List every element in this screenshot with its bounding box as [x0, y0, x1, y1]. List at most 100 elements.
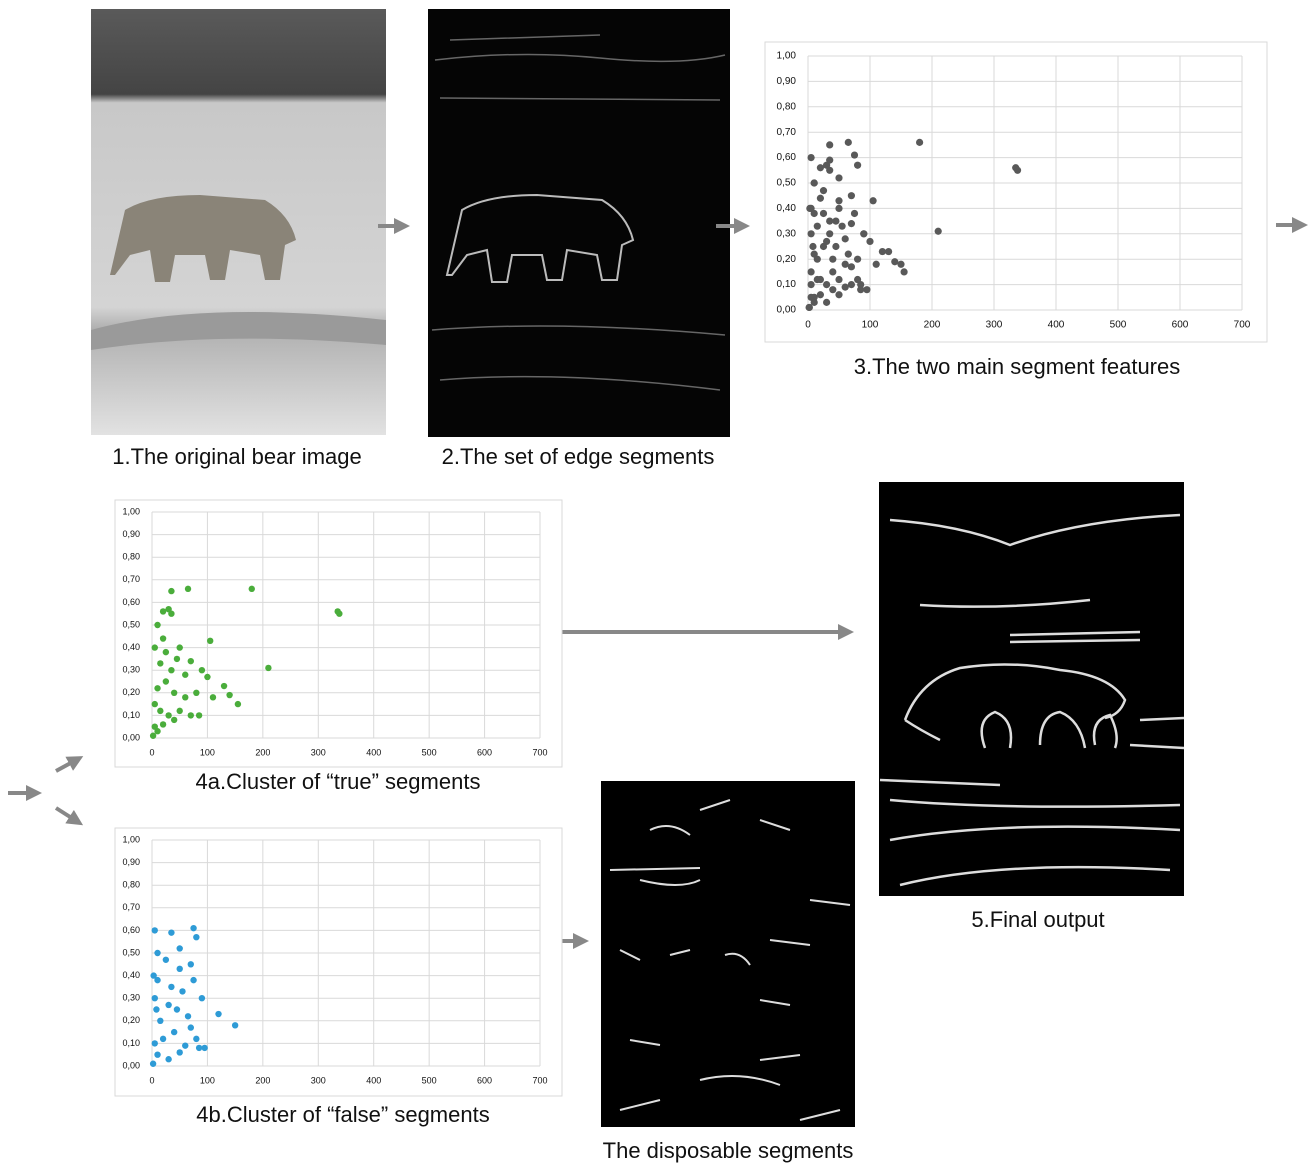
y-tick-label: 0,40 — [122, 642, 140, 652]
caption: The disposable segments — [603, 1138, 854, 1163]
point — [207, 638, 213, 644]
chart-frame — [115, 500, 562, 767]
point — [808, 154, 815, 161]
y-tick-label: 0,60 — [777, 152, 797, 163]
point — [835, 291, 842, 298]
point — [885, 248, 892, 255]
x-tick-label: 200 — [255, 747, 270, 757]
x-tick-label: 200 — [924, 320, 941, 331]
x-tick-label: 400 — [366, 1075, 381, 1085]
y-tick-label: 0,90 — [122, 857, 140, 867]
point — [1014, 167, 1021, 174]
point — [177, 1049, 183, 1055]
point — [160, 1036, 166, 1042]
point — [829, 286, 836, 293]
x-tick-label: 500 — [422, 747, 437, 757]
y-tick-label: 0,30 — [777, 228, 797, 239]
x-tick-label: 400 — [1048, 320, 1065, 331]
point — [817, 164, 824, 171]
point — [193, 1036, 199, 1042]
caption: 3.The two main segment features — [854, 354, 1181, 379]
caption: 1.The original bear image — [112, 444, 361, 469]
point — [265, 665, 271, 671]
point — [150, 733, 156, 739]
point — [842, 261, 849, 268]
point — [826, 157, 833, 164]
y-tick-label: 1,00 — [777, 51, 797, 62]
point — [174, 1006, 180, 1012]
caption: 5.Final output — [971, 907, 1104, 932]
x-tick-label: 0 — [149, 747, 154, 757]
point — [817, 276, 824, 283]
point — [165, 1002, 171, 1008]
point — [848, 263, 855, 270]
x-tick-label: 100 — [200, 1075, 215, 1085]
point — [171, 690, 177, 696]
point — [814, 256, 821, 263]
point — [811, 179, 818, 186]
point — [163, 957, 169, 963]
point — [185, 1013, 191, 1019]
point — [842, 284, 849, 291]
caption: 2.The set of edge segments — [442, 444, 715, 469]
point — [182, 672, 188, 678]
y-tick-label: 0,90 — [122, 529, 140, 539]
point — [160, 608, 166, 614]
point — [215, 1011, 221, 1017]
scatter-chart: 0,000,100,200,300,400,500,600,700,800,90… — [115, 828, 562, 1127]
y-tick-label: 0,20 — [777, 254, 797, 265]
point — [832, 243, 839, 250]
point — [845, 139, 852, 146]
y-tick-label: 0,60 — [122, 925, 140, 935]
point — [835, 174, 842, 181]
y-tick-label: 0,10 — [122, 710, 140, 720]
x-tick-label: 700 — [1234, 320, 1251, 331]
point — [171, 1029, 177, 1035]
bear-photo — [91, 9, 386, 435]
point — [182, 694, 188, 700]
point — [168, 929, 174, 935]
point — [826, 167, 833, 174]
point — [174, 656, 180, 662]
point — [863, 286, 870, 293]
final-output-image — [879, 482, 1184, 896]
point — [154, 1052, 160, 1058]
y-tick-label: 0,50 — [122, 947, 140, 957]
y-tick-label: 0,30 — [122, 993, 140, 1003]
point — [808, 281, 815, 288]
y-tick-label: 0,80 — [122, 880, 140, 890]
point — [190, 925, 196, 931]
y-tick-label: 0,40 — [122, 970, 140, 980]
point — [826, 141, 833, 148]
point — [860, 230, 867, 237]
edge-image — [428, 9, 730, 437]
point — [848, 220, 855, 227]
point — [163, 649, 169, 655]
point — [811, 294, 818, 301]
y-tick-label: 0,00 — [777, 305, 797, 316]
y-tick-label: 0,60 — [122, 597, 140, 607]
y-tick-label: 0,50 — [777, 178, 797, 189]
point — [157, 708, 163, 714]
point — [817, 195, 824, 202]
x-tick-label: 600 — [477, 1075, 492, 1085]
point — [154, 685, 160, 691]
point — [851, 151, 858, 158]
point — [823, 299, 830, 306]
point — [829, 256, 836, 263]
point — [152, 927, 158, 933]
y-tick-label: 0,50 — [122, 619, 140, 629]
point — [160, 635, 166, 641]
point — [157, 660, 163, 666]
point — [160, 721, 166, 727]
point — [152, 644, 158, 650]
x-tick-label: 500 — [1110, 320, 1127, 331]
point — [226, 692, 232, 698]
point — [854, 276, 861, 283]
point — [873, 261, 880, 268]
point — [196, 712, 202, 718]
point — [177, 644, 183, 650]
point — [168, 611, 174, 617]
point — [891, 258, 898, 265]
point — [177, 966, 183, 972]
